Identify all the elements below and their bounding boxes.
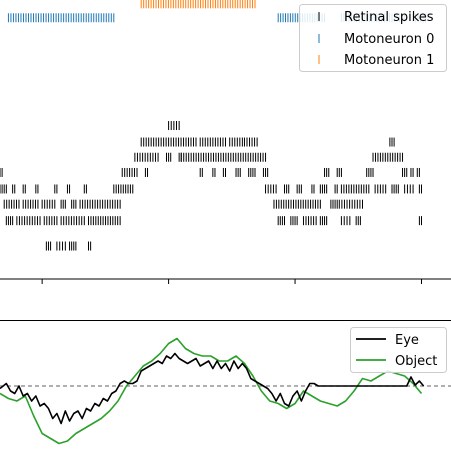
raster-x-ticks [41, 279, 422, 284]
object-line [0, 337, 423, 445]
raster-legend: Retinal spikes Motoneuron 0 Motoneuron 1 [299, 4, 447, 72]
legend-moto0-label: Motoneuron 0 [344, 32, 434, 47]
legend-item-moto1: Motoneuron 1 [318, 53, 434, 68]
line-panel [0, 320, 451, 445]
line-legend: Eye Object [350, 327, 447, 373]
legend-item-object: Object [356, 354, 437, 369]
legend-item-retinal: Retinal spikes [318, 10, 434, 25]
legend-item-eye: Eye [356, 333, 419, 348]
legend-object-label: Object [395, 354, 437, 369]
raster-legend-box [299, 4, 447, 72]
legend-eye-label: Eye [395, 333, 419, 348]
legend-item-moto0: Motoneuron 0 [318, 32, 434, 47]
legend-retinal-label: Retinal spikes [344, 10, 434, 25]
eye-line [0, 352, 425, 425]
legend-moto1-label: Motoneuron 1 [344, 53, 434, 68]
